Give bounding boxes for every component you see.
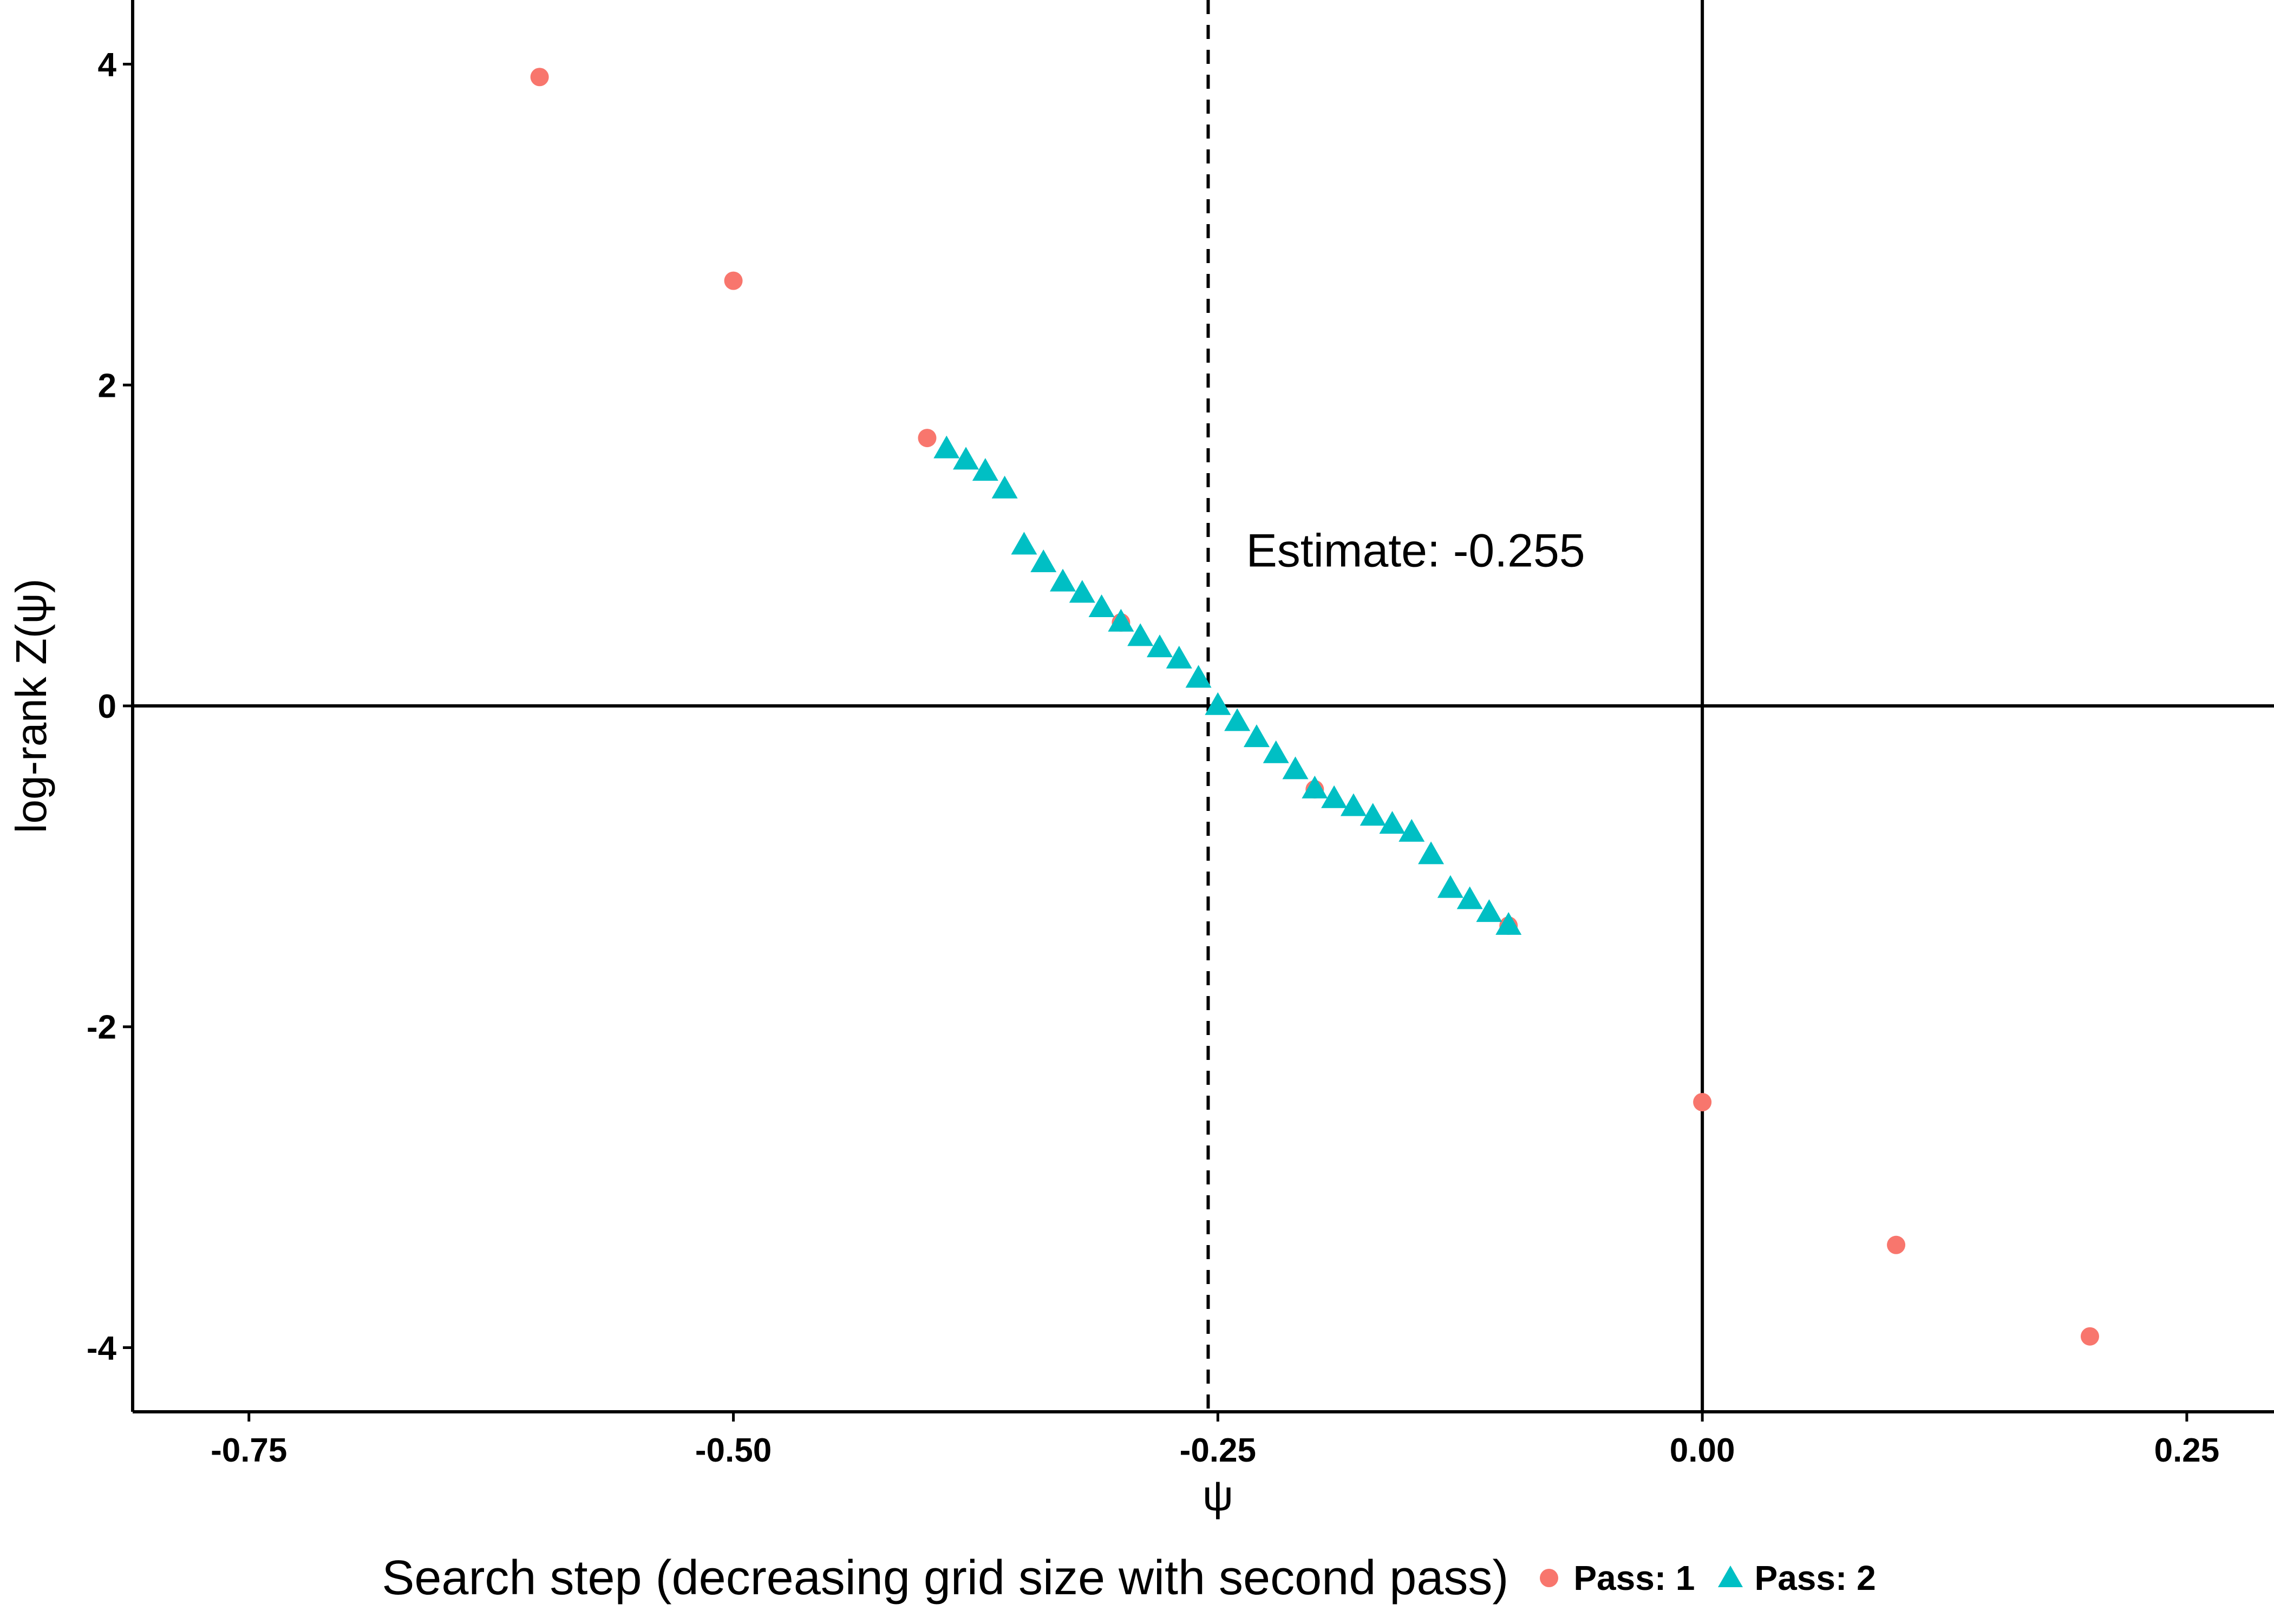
legend-item-pass-1: Pass: 1 [1530,1558,1695,1598]
y-axis-title: log-rank Z(ψ) [7,579,55,833]
x-tick-label: -0.50 [695,1432,772,1469]
x-axis-ticks: -0.75 -0.50 -0.25 0.00 0.25 [211,1412,2219,1469]
pass-2-point [1399,818,1425,842]
legend-item-pass-2: Pass: 2 [1711,1558,1876,1598]
data-points [530,68,2099,1346]
legend-label-pass-2: Pass: 2 [1754,1558,1876,1597]
y-tick-label: 0 [98,688,116,725]
x-tick-label: 0.25 [2154,1432,2220,1469]
pass-2-point [1302,775,1328,798]
pass-2-point [1360,803,1386,826]
pass-2-point [1379,811,1406,834]
pass-1-point [1693,1093,1712,1112]
pass-2-point [1050,568,1076,592]
pass-2-point [1011,532,1037,555]
y-tick-label: 2 [98,367,116,404]
legend-title: Search step (decreasing grid size with s… [382,1550,1509,1605]
y-axis-ticks: -4 -2 0 2 4 [87,47,133,1367]
pass-2-point [991,475,1018,499]
pass-2-point [1205,692,1231,715]
pass-2-point [1282,756,1309,780]
pass-2-point [1321,785,1348,808]
pass-2-point [1437,875,1463,898]
triangle-marker-icon [1717,1566,1743,1587]
estimate-annotation: Estimate: -0.255 [1246,525,1585,577]
pass-2-point [972,458,998,481]
pass-2-point [1340,793,1367,816]
pass-1-point [530,68,549,87]
pass-1-point [1887,1235,1906,1254]
pass-2-point [1069,580,1095,603]
pass-2-point [1456,886,1483,909]
pass-2-point [1146,634,1173,658]
y-tick-label: 4 [98,47,117,84]
x-tick-label: 0.00 [1670,1432,1735,1469]
legend: Search step (decreasing grid size with s… [0,1548,2274,1608]
pass-1-point [2080,1327,2099,1346]
x-tick-label: -0.75 [211,1432,287,1469]
pass-2-point [1224,708,1251,731]
pass-2-point [1108,608,1134,632]
reference-lines [133,0,2274,1412]
y-tick-label: -4 [87,1330,117,1367]
legend-label-pass-1: Pass: 1 [1573,1558,1695,1597]
pass-2-point [1127,623,1154,646]
pass-2-point [1263,740,1289,763]
pass-2-point [1495,912,1522,935]
circle-marker-icon [1540,1569,1559,1587]
pass-2-point [1185,665,1212,688]
pass-1-point [724,271,743,290]
y-tick-label: -2 [87,1009,116,1046]
pass-2-point [1030,549,1057,573]
pass-2-point [953,447,979,470]
pass-2-point [1166,645,1192,669]
pass-2-point [1476,899,1502,922]
pass-2-point [1088,594,1115,618]
x-tick-label: -0.25 [1180,1432,1256,1469]
scatter-plot: -0.75 -0.50 -0.25 0.00 0.25 -4 -2 0 2 4 Estimate… [7,0,2274,1520]
pass-2-point [1243,724,1270,748]
pass-2-point [1418,841,1445,865]
pass-2-point [933,435,960,459]
pass-1-point [918,429,937,448]
x-axis-title: ψ [1203,1471,1233,1520]
